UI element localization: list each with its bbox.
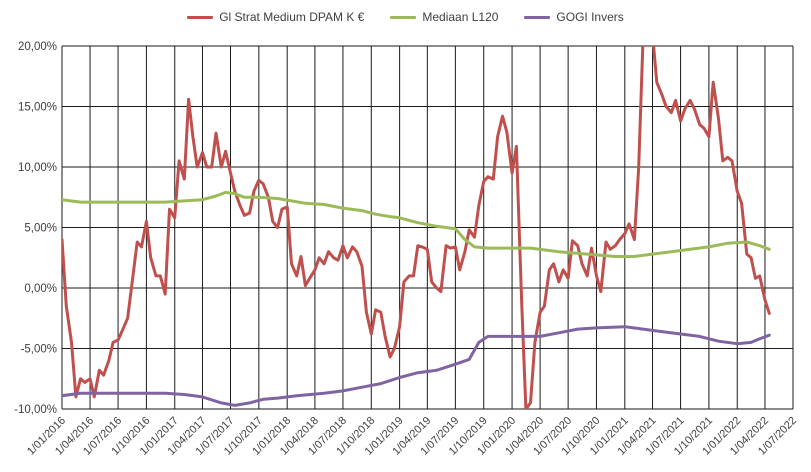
x-tick-labels: 1/01/20161/04/20161/07/20161/10/20161/01…: [25, 415, 799, 458]
legend-item-series-1: Gl Strat Medium DPAM K €: [187, 10, 364, 24]
y-tick-label: -5,00%: [21, 344, 57, 356]
legend-label-series-2: Mediaan L120: [422, 10, 499, 24]
y-tick-label: 10,00%: [18, 162, 57, 174]
y-tick-label: -10,00%: [14, 404, 57, 416]
legend-label-series-3: GOGI Invers: [556, 10, 624, 24]
series-line-1: [62, 46, 771, 409]
y-tick-label: 0,00%: [24, 283, 57, 295]
y-tick-labels: -10,00% -5,00% 0,00% 5,00% 10,00% 15,00% 20,00…: [14, 41, 57, 416]
y-tick-label: 15,00%: [18, 102, 57, 114]
legend-item-series-3: GOGI Invers: [524, 10, 624, 24]
grid: [61, 45, 794, 410]
legend-swatch-series-2: [390, 15, 417, 19]
legend-swatch-series-1: [187, 15, 214, 19]
series-line-2: [62, 190, 771, 258]
legend: Gl Strat Medium DPAM K € Mediaan L120 GO…: [0, 7, 811, 27]
y-tick-label: 5,00%: [24, 223, 57, 235]
legend-label-series-1: Gl Strat Medium DPAM K €: [219, 10, 365, 24]
series-line-3: [62, 325, 771, 407]
legend-swatch-series-3: [524, 15, 551, 19]
y-tick-label: 20,00%: [18, 41, 57, 53]
series-lines: [62, 46, 771, 409]
legend-item-series-2: Mediaan L120: [390, 10, 498, 24]
